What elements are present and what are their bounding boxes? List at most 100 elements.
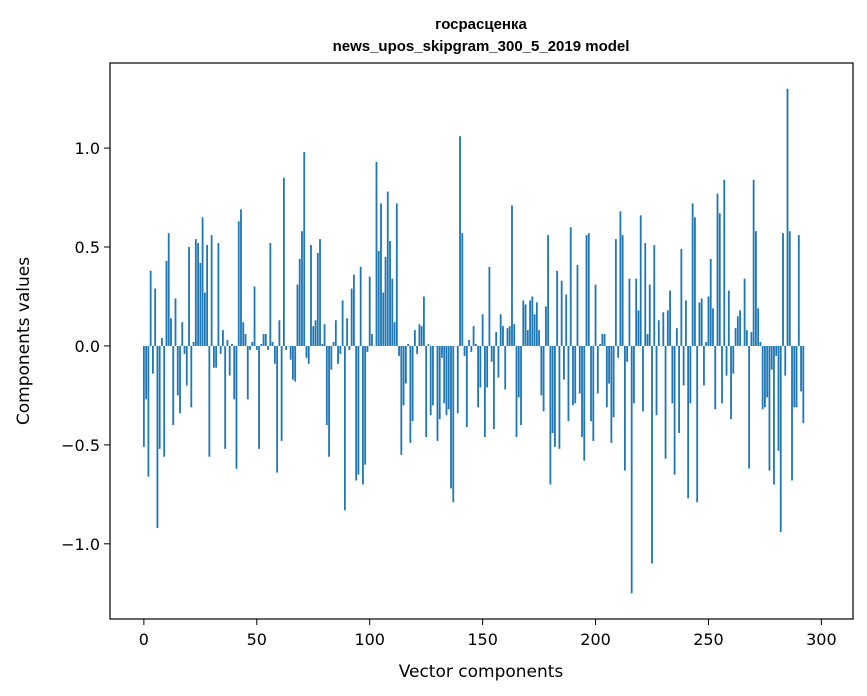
bar-209 xyxy=(614,239,617,346)
bar-15 xyxy=(176,345,179,396)
bar-279 xyxy=(773,345,775,485)
bar-17 xyxy=(181,322,184,346)
bar-58 xyxy=(273,345,276,364)
bar-274 xyxy=(761,345,764,410)
bar-257 xyxy=(723,179,726,346)
bar-53 xyxy=(262,334,265,346)
bar-254 xyxy=(716,193,719,346)
bar-147 xyxy=(474,343,477,346)
bar-179 xyxy=(547,235,550,346)
bar-166 xyxy=(517,345,520,398)
bar-81 xyxy=(325,345,328,426)
bar-0 xyxy=(142,345,145,447)
bar-139 xyxy=(456,345,459,414)
bar-241 xyxy=(687,345,690,499)
bar-156 xyxy=(495,332,498,346)
bar-232 xyxy=(666,310,669,346)
bar-18 xyxy=(183,345,186,354)
bar-145 xyxy=(470,345,473,352)
bar-146 xyxy=(472,326,475,346)
x-tick-label-4: 200 xyxy=(580,630,611,649)
bar-167 xyxy=(520,345,522,426)
bar-160 xyxy=(504,345,507,390)
bar-196 xyxy=(585,235,588,346)
bar-133 xyxy=(443,345,446,404)
bar-7 xyxy=(158,345,161,449)
bar-89 xyxy=(343,345,346,511)
bar-193 xyxy=(578,345,581,394)
bar-109 xyxy=(389,241,391,346)
bar-277 xyxy=(768,345,771,471)
bar-230 xyxy=(662,312,665,346)
bar-250 xyxy=(707,296,710,346)
bar-56 xyxy=(269,243,272,346)
bar-243 xyxy=(691,203,694,346)
bar-65 xyxy=(289,345,292,360)
bar-258 xyxy=(725,345,728,376)
bar-9 xyxy=(163,345,166,457)
bar-252 xyxy=(712,308,714,346)
bar-131 xyxy=(438,345,441,420)
bar-40 xyxy=(233,345,236,400)
bar-116 xyxy=(404,345,407,384)
bar-69 xyxy=(298,258,301,346)
bar-184 xyxy=(558,345,561,449)
bar-37 xyxy=(226,340,229,346)
bar-172 xyxy=(531,296,534,346)
bar-91 xyxy=(348,345,351,350)
bar-215 xyxy=(628,278,631,346)
bar-205 xyxy=(605,345,608,408)
bar-82 xyxy=(328,345,330,457)
bar-22 xyxy=(192,341,195,346)
bar-220 xyxy=(639,215,642,346)
bar-107 xyxy=(384,256,387,346)
bar-25 xyxy=(199,262,202,346)
bar-59 xyxy=(276,345,279,473)
bar-75 xyxy=(312,326,315,346)
bar-52 xyxy=(260,343,263,346)
bar-68 xyxy=(296,284,299,346)
bar-57 xyxy=(271,341,274,346)
bar-105 xyxy=(380,203,382,346)
bar-66 xyxy=(292,345,294,380)
bar-24 xyxy=(197,243,199,346)
bar-92 xyxy=(350,288,353,346)
bar-128 xyxy=(432,345,434,406)
y-axis-ticks: −1.0 −0.5 0.0 0.5 1.0 xyxy=(61,139,110,554)
bar-84 xyxy=(332,341,335,346)
bar-225 xyxy=(651,345,653,564)
bar-175 xyxy=(538,330,540,346)
bar-87 xyxy=(339,345,342,354)
bar-260 xyxy=(730,345,732,420)
bar-63 xyxy=(285,345,288,350)
bar-135 xyxy=(447,345,450,410)
bar-286 xyxy=(788,231,791,346)
bar-130 xyxy=(436,345,439,441)
x-tick-label-1: 50 xyxy=(247,630,267,649)
bar-249 xyxy=(705,341,708,346)
bar-83 xyxy=(330,345,333,370)
bar-41 xyxy=(235,345,238,469)
bar-60 xyxy=(278,320,281,346)
bar-45 xyxy=(244,334,247,346)
bar-154 xyxy=(490,345,493,362)
bar-88 xyxy=(341,300,344,346)
x-tick-label-5: 250 xyxy=(693,630,724,649)
bar-2 xyxy=(147,345,150,477)
bar-198 xyxy=(590,345,592,422)
bar-197 xyxy=(587,233,590,346)
y-tick-label-3: 0.5 xyxy=(75,238,100,257)
bar-78 xyxy=(319,239,321,346)
bar-110 xyxy=(391,278,394,346)
bar-237 xyxy=(678,345,681,434)
y-tick-label-0: −1.0 xyxy=(61,535,100,554)
bar-202 xyxy=(599,343,601,346)
bar-255 xyxy=(718,213,721,346)
bar-43 xyxy=(240,209,242,346)
bar-141 xyxy=(461,233,464,346)
bar-263 xyxy=(736,316,739,346)
bar-149 xyxy=(479,345,482,388)
bar-266 xyxy=(743,278,746,346)
bar-276 xyxy=(766,345,769,398)
